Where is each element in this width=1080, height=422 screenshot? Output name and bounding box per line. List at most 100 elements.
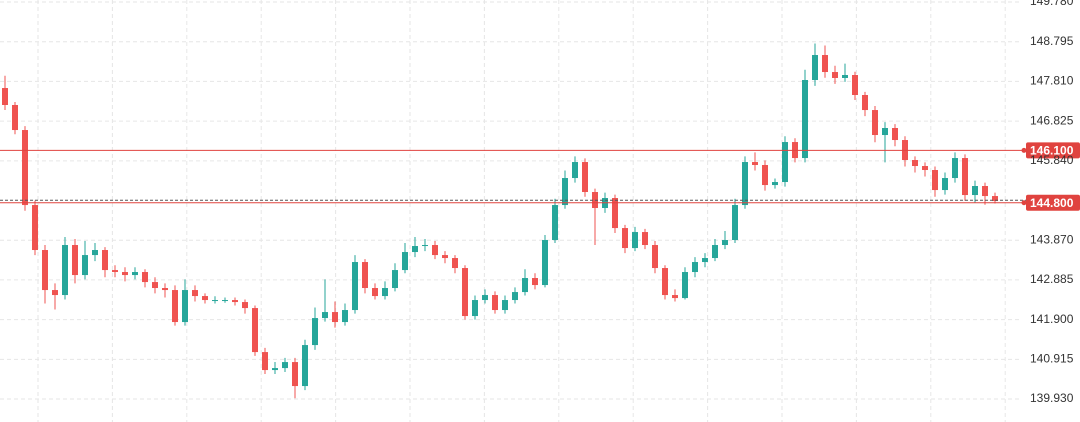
candle-body — [52, 290, 58, 296]
candle-body — [822, 55, 828, 73]
candle-body — [642, 232, 648, 246]
price-label-box — [1026, 142, 1080, 159]
candle-body — [552, 205, 558, 241]
candle-body — [912, 160, 918, 167]
candle-body — [542, 240, 548, 286]
candle-body — [402, 252, 408, 271]
candle-body — [182, 290, 188, 323]
candle-body — [612, 198, 618, 229]
price-label: 146.100 — [1030, 144, 1074, 158]
y-tick-label: 139.930 — [1030, 391, 1074, 405]
candle-body — [782, 142, 788, 183]
candle-body — [662, 268, 668, 296]
y-tick-label: 142.885 — [1030, 272, 1074, 286]
price-label-dot — [1021, 147, 1027, 153]
candle-body — [892, 128, 898, 141]
candle-body — [22, 130, 28, 206]
candle-body — [652, 245, 658, 269]
candle-body — [492, 295, 498, 311]
candle-body — [672, 295, 678, 299]
candle-body — [862, 95, 868, 111]
candle-body — [112, 270, 118, 273]
y-tick-label: 141.900 — [1030, 312, 1074, 326]
candle-body — [392, 270, 398, 289]
candle-body — [772, 182, 778, 186]
y-tick-label: 148.795 — [1030, 34, 1074, 48]
candle-body — [172, 290, 178, 323]
candle-body — [532, 278, 538, 286]
candle-body — [12, 104, 18, 131]
candle-body — [282, 362, 288, 369]
candle-body — [832, 72, 838, 78]
candle-body — [202, 296, 208, 301]
price-label: 144.800 — [1030, 196, 1074, 210]
candle-body — [252, 308, 258, 353]
candle-body — [472, 300, 478, 317]
candle-body — [322, 312, 328, 319]
y-tick-label: 149.780 — [1030, 0, 1074, 8]
candle-body — [92, 250, 98, 256]
candles-layer — [2, 43, 998, 399]
candle-body — [62, 245, 68, 296]
candle-body — [502, 300, 508, 311]
candle-body — [192, 290, 198, 297]
candle-body — [752, 162, 758, 166]
candle-body — [952, 158, 958, 179]
candle-body — [72, 245, 78, 276]
candle-body — [482, 295, 488, 301]
candle-body — [962, 158, 968, 196]
candle-body — [362, 262, 368, 289]
candle-body — [622, 228, 628, 249]
y-tick-label: 143.870 — [1030, 232, 1074, 246]
candle-body — [982, 186, 988, 197]
candle-body — [442, 255, 448, 259]
candle-body — [212, 300, 218, 302]
candle-body — [32, 205, 38, 251]
candle-body — [432, 245, 438, 256]
candle-body — [722, 240, 728, 246]
candle-body — [242, 302, 248, 309]
candle-body — [332, 312, 338, 323]
candle-body — [692, 262, 698, 273]
candle-body — [82, 255, 88, 276]
candle-body — [872, 110, 878, 136]
candle-body — [132, 272, 138, 276]
candle-body — [142, 272, 148, 283]
candle-body — [562, 178, 568, 206]
candle-body — [292, 362, 298, 387]
candle-body — [702, 258, 708, 263]
candle-body — [232, 300, 238, 303]
y-tick-label: 146.825 — [1030, 113, 1074, 127]
candle-body — [302, 345, 308, 387]
candle-body — [42, 250, 48, 291]
grid-layer — [0, 0, 1022, 422]
candle-body — [802, 80, 808, 159]
candle-body — [742, 162, 748, 206]
candle-body — [572, 162, 578, 179]
candle-body — [852, 75, 858, 96]
candle-body — [352, 262, 358, 311]
candle-body — [712, 245, 718, 259]
candle-body — [272, 368, 278, 371]
candle-body — [522, 278, 528, 293]
candle-body — [342, 310, 348, 323]
candle-body — [942, 178, 948, 191]
candle-body — [412, 246, 418, 253]
candle-body — [922, 166, 928, 171]
y-tick-label: 145.840 — [1030, 153, 1074, 167]
candle-body — [882, 128, 888, 136]
candle-body — [222, 300, 228, 302]
price-label-box — [1026, 194, 1080, 211]
candle-body — [842, 75, 848, 78]
candle-body — [262, 352, 268, 371]
candle-body — [162, 288, 168, 291]
y-tick-label: 140.915 — [1030, 351, 1074, 365]
candle-body — [682, 272, 688, 299]
candle-body — [372, 288, 378, 297]
candle-body — [2, 88, 8, 105]
candle-body — [312, 318, 318, 346]
candle-body — [122, 272, 128, 276]
candle-body — [582, 162, 588, 193]
price-label-dot — [1021, 200, 1027, 206]
